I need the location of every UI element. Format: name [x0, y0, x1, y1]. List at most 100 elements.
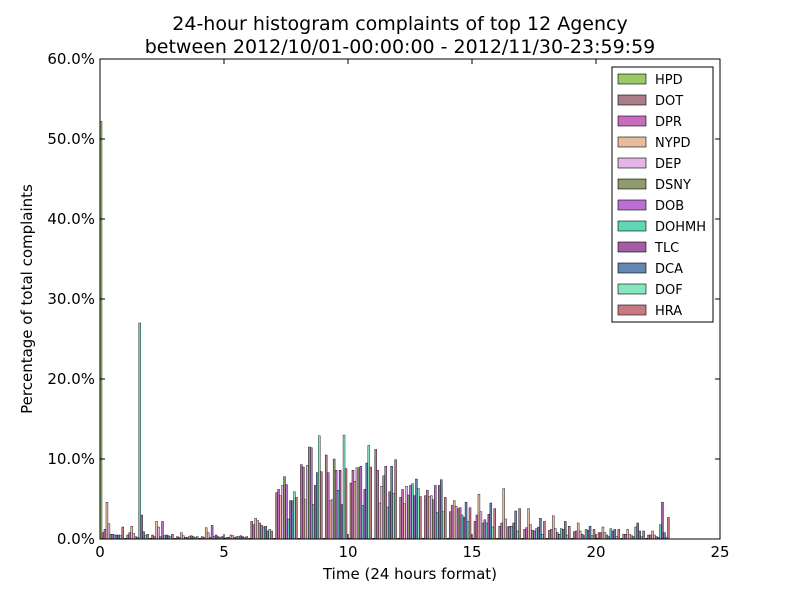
bar-dof-hour-17 — [541, 534, 544, 540]
bar-dep-hour-18 — [554, 528, 557, 540]
bar-dca-hour-0 — [117, 534, 121, 540]
legend-swatch-dsny — [617, 178, 647, 190]
y-tick-label: 50.0% — [47, 130, 95, 148]
bar-tlc-hour-8 — [314, 485, 317, 540]
bar-nypd-hour-15 — [477, 494, 481, 540]
x-axis-label: Time (24 hours format) — [322, 565, 497, 583]
bar-dsny-hour-12 — [407, 494, 410, 540]
bar-dot-hour-22 — [647, 534, 650, 540]
bar-dep-hour-1 — [132, 533, 135, 540]
bar-hra-hour-22 — [667, 517, 670, 540]
bar-hra-hour-16 — [518, 508, 521, 540]
bar-dob-hour-4 — [210, 525, 214, 540]
legend-label-dpr: DPR — [655, 115, 682, 130]
legend-swatch-dep — [617, 157, 647, 169]
bar-dob-hour-2 — [161, 521, 164, 540]
bar-nypd-hour-4 — [204, 527, 208, 540]
bar-tlc-hour-18 — [562, 529, 565, 540]
bar-tlc-hour-12 — [413, 495, 416, 540]
bar-dof-hour-18 — [566, 534, 569, 540]
bar-dohmh-hour-0 — [113, 534, 117, 540]
bar-dof-hour-16 — [516, 530, 519, 540]
bar-dot-hour-11 — [374, 449, 377, 540]
bar-nypd-hour-7 — [279, 495, 282, 540]
bar-dot-hour-6 — [250, 521, 253, 540]
bar-dob-hour-6 — [260, 525, 263, 540]
bar-dep-hour-0 — [107, 523, 111, 540]
bar-dca-hour-1 — [142, 531, 145, 540]
bars-layer — [99, 121, 670, 540]
bar-dep-hour-4 — [206, 532, 210, 540]
bar-dot-hour-12 — [399, 497, 402, 540]
bar-dob-hour-9 — [334, 470, 338, 540]
bar-hra-hour-12 — [419, 496, 422, 540]
bar-tlc-hour-20 — [611, 530, 615, 540]
y-tick-label: 30.0% — [47, 290, 95, 308]
bar-dof-hour-7 — [293, 491, 296, 540]
bar-nypd-hour-20 — [601, 526, 605, 540]
legend-swatch-dpr — [617, 115, 647, 127]
bar-dsny-hour-0 — [109, 534, 113, 540]
bar-dpr-hour-20 — [599, 532, 603, 540]
bar-dep-hour-12 — [405, 486, 408, 540]
bar-dohmh-hour-12 — [411, 483, 414, 540]
bar-dot-hour-17 — [523, 529, 526, 540]
bar-dsny-hour-9 — [332, 458, 336, 540]
legend: HPD DOT DPR NYPD DEP DSNY DOB DOHMH TLC DCA DOF HRA — [611, 66, 714, 323]
bar-dpr-hour-9 — [326, 472, 330, 540]
bar-dca-hour-13 — [440, 479, 443, 540]
bar-dohmh-hour-21 — [634, 526, 637, 540]
bar-dohmh-hour-20 — [609, 528, 613, 540]
bar-dohmh-hour-8 — [312, 504, 315, 540]
bar-dot-hour-9 — [324, 454, 328, 540]
bar-dca-hour-15 — [489, 502, 493, 540]
bar-tlc-hour-0 — [115, 534, 119, 540]
bar-nypd-hour-18 — [552, 515, 555, 540]
bar-dot-hour-13 — [424, 495, 427, 540]
bar-tlc-hour-9 — [338, 470, 342, 540]
bar-hra-hour-10 — [369, 466, 373, 540]
y-tick-label: 10.0% — [47, 450, 95, 468]
bar-dpr-hour-0 — [103, 529, 107, 540]
bar-dohmh-hour-6 — [262, 526, 265, 540]
bar-dpr-hour-12 — [401, 489, 404, 540]
bar-tlc-hour-4 — [214, 534, 218, 540]
bar-dca-hour-21 — [638, 530, 641, 540]
bar-dca-hour-7 — [291, 500, 294, 540]
bar-dsny-hour-18 — [556, 532, 559, 540]
bar-dpr-hour-7 — [277, 489, 280, 540]
bar-dof-hour-6 — [268, 529, 271, 540]
bar-dpr-hour-22 — [649, 534, 652, 540]
bar-dot-hour-10 — [349, 482, 353, 540]
bar-dob-hour-14 — [458, 507, 462, 540]
bar-nypd-hour-14 — [452, 500, 456, 540]
legend-label-dof: DOF — [655, 283, 683, 298]
y-tick-label: 0.0% — [57, 530, 95, 548]
bar-dohmh-hour-7 — [287, 518, 290, 540]
legend-label-nypd: NYPD — [655, 136, 691, 151]
bar-dob-hour-8 — [310, 447, 313, 540]
bar-dsny-hour-17 — [531, 530, 534, 540]
bar-dof-hour-9 — [342, 434, 346, 540]
bar-dep-hour-13 — [430, 495, 433, 540]
bar-dohmh-hour-13 — [436, 512, 439, 540]
bar-nypd-hour-0 — [105, 502, 109, 540]
bar-nypd-hour-16 — [502, 488, 505, 540]
bar-dof-hour-15 — [491, 526, 495, 540]
bar-dca-hour-14 — [464, 502, 468, 540]
legend-swatch-nypd — [617, 136, 647, 148]
bar-nypd-hour-5 — [229, 534, 233, 540]
bar-dof-hour-10 — [367, 445, 371, 540]
axis-ticks: 0 5 10 15 20 25 0.0% 10.0% 20.0% 30.0% 40.0% 50.0% 6… — [47, 50, 729, 561]
bar-dep-hour-14 — [454, 506, 458, 540]
bar-dca-hour-10 — [365, 462, 369, 540]
bar-dot-hour-7 — [275, 492, 278, 540]
bar-dot-hour-8 — [300, 464, 303, 540]
legend-frame — [611, 66, 714, 323]
legend-swatch-dot — [617, 94, 647, 106]
bar-dot-hour-19 — [572, 531, 576, 540]
bar-hra-hour-21 — [642, 530, 645, 540]
bar-dob-hour-7 — [285, 484, 288, 540]
bar-dot-hour-16 — [498, 526, 501, 540]
bar-dot-hour-21 — [622, 534, 625, 540]
